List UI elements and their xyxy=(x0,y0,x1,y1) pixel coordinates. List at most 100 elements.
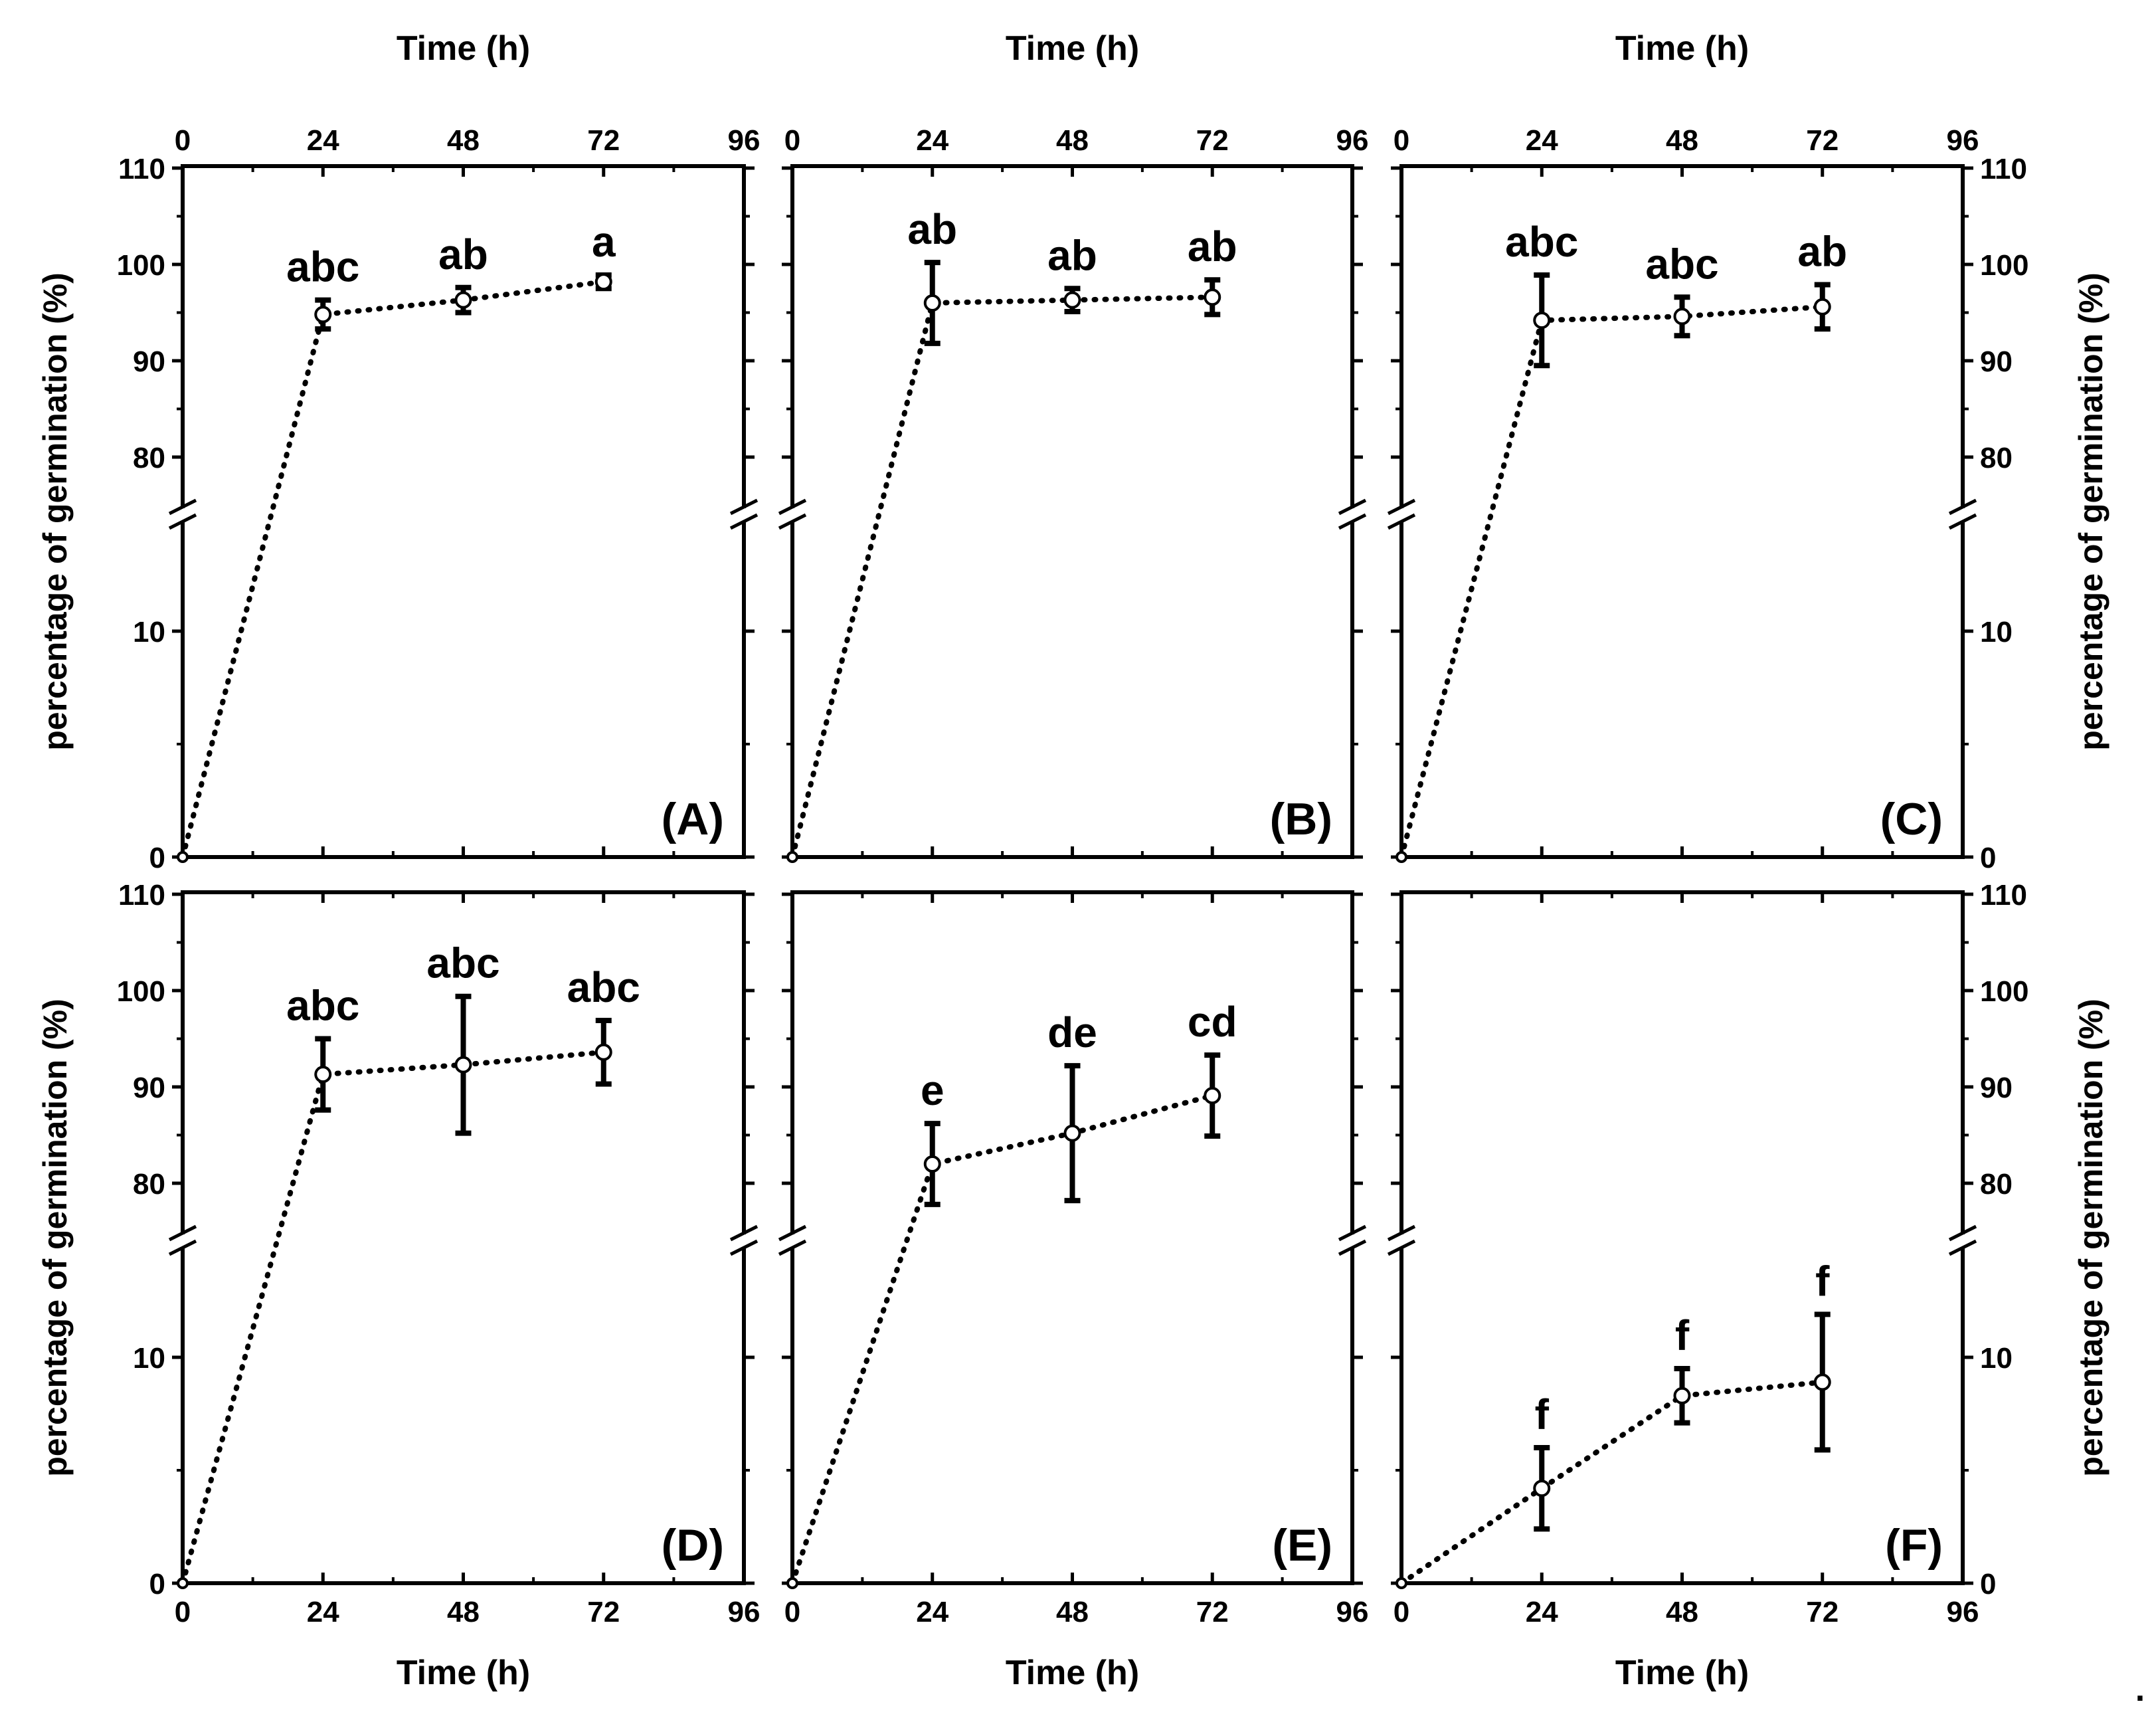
y-tick-label: 110 xyxy=(118,153,165,185)
x-axis-title-bottom: Time (h) xyxy=(397,1654,530,1692)
x-tick-label: 72 xyxy=(1806,124,1839,157)
y-tick-label: 110 xyxy=(1980,879,2027,912)
series-line xyxy=(792,1096,1212,1583)
y-axis-title-left: percentage of germination (%) xyxy=(37,272,74,751)
y-tick-label: 80 xyxy=(1980,442,2013,474)
data-point xyxy=(1534,313,1549,328)
y-axis-title-right: percentage of germination (%) xyxy=(2072,999,2110,1477)
data-point xyxy=(1205,290,1219,304)
data-point xyxy=(1675,309,1690,324)
series-line xyxy=(183,282,604,857)
significance-label: ab xyxy=(1188,223,1237,270)
x-tick-label: 72 xyxy=(1196,1596,1229,1628)
y-tick-label: 10 xyxy=(133,616,165,648)
x-axis-title-bottom: Time (h) xyxy=(1615,1654,1749,1692)
y-tick-label: 90 xyxy=(1980,345,2013,378)
x-axis-title-top: Time (h) xyxy=(397,29,530,68)
y-tick-label: 80 xyxy=(133,1168,165,1201)
significance-label: abc xyxy=(1505,218,1578,266)
y-tick-label: 110 xyxy=(118,879,165,912)
significance-label: ab xyxy=(1047,231,1097,279)
data-point xyxy=(925,1157,940,1171)
x-tick-label: 72 xyxy=(587,1596,620,1628)
x-tick-label: 0 xyxy=(175,124,191,157)
x-tick-label: 96 xyxy=(728,1596,761,1628)
x-tick-label: 24 xyxy=(307,124,339,157)
panel-label: (B) xyxy=(1270,794,1332,844)
y-tick-label: 0 xyxy=(149,842,165,874)
series-line xyxy=(1401,307,1823,857)
x-tick-label: 24 xyxy=(307,1596,339,1628)
data-point xyxy=(1397,1579,1406,1588)
significance-label: de xyxy=(1047,1009,1097,1056)
data-point xyxy=(596,1045,611,1060)
x-tick-label: 96 xyxy=(1947,124,1979,157)
y-tick-label: 100 xyxy=(1980,249,2028,282)
data-point xyxy=(1065,293,1080,308)
germination-figure: 0 24 48 72 961101009080100Time (h)percentage… xyxy=(0,0,2156,1736)
x-tick-label: 0 xyxy=(784,124,800,157)
y-tick-label: 10 xyxy=(1980,616,2013,648)
x-tick-label: 48 xyxy=(1056,124,1089,157)
significance-label: abc xyxy=(286,982,359,1030)
series-line xyxy=(792,297,1212,857)
y-tick-label: 90 xyxy=(133,1072,165,1104)
significance-label: ab xyxy=(907,205,957,253)
x-tick-label: 24 xyxy=(916,124,948,157)
x-tick-label: 96 xyxy=(1947,1596,1979,1628)
y-tick-label: 10 xyxy=(133,1342,165,1375)
x-tick-label: 24 xyxy=(916,1596,948,1628)
x-axis-title-bottom: Time (h) xyxy=(1006,1654,1139,1692)
panel-label: (E) xyxy=(1272,1520,1332,1571)
x-tick-label: 0 xyxy=(175,1596,191,1628)
y-tick-label: 80 xyxy=(1980,1168,2013,1201)
significance-label: ab xyxy=(1797,227,1847,275)
y-tick-label: 0 xyxy=(1980,1568,1996,1600)
x-tick-label: 48 xyxy=(1666,124,1698,157)
x-tick-label: 48 xyxy=(1056,1596,1089,1628)
y-tick-label: 0 xyxy=(1980,842,1996,874)
significance-label: e xyxy=(921,1066,944,1114)
data-point xyxy=(178,852,187,862)
y-tick-label: 0 xyxy=(149,1568,165,1600)
x-tick-label: 96 xyxy=(1336,1596,1369,1628)
significance-label: cd xyxy=(1188,998,1237,1046)
data-point xyxy=(315,307,330,322)
x-tick-label: 48 xyxy=(1666,1596,1698,1628)
x-tick-label: 48 xyxy=(447,124,480,157)
significance-label: abc xyxy=(1645,240,1718,288)
data-point xyxy=(1675,1389,1690,1403)
y-tick-label: 10 xyxy=(1980,1342,2013,1375)
significance-label: f xyxy=(1675,1311,1690,1359)
data-point xyxy=(1815,300,1830,314)
y-axis-title-left: percentage of germination (%) xyxy=(37,999,74,1477)
significance-label: ab xyxy=(438,231,488,278)
data-point xyxy=(925,296,940,310)
significance-label: abc xyxy=(567,963,640,1011)
data-point xyxy=(1534,1481,1549,1495)
panel-frame xyxy=(1401,892,1963,1583)
x-tick-label: 24 xyxy=(1526,1596,1558,1628)
significance-label: abc xyxy=(426,939,499,987)
y-tick-label: 90 xyxy=(133,345,165,378)
data-point xyxy=(1815,1375,1830,1389)
x-tick-label: 24 xyxy=(1526,124,1558,157)
y-tick-label: 100 xyxy=(117,249,165,282)
significance-label: a xyxy=(592,218,616,266)
panel-label: (A) xyxy=(662,794,724,844)
series-line xyxy=(1401,1382,1823,1583)
y-tick-label: 80 xyxy=(133,442,165,474)
panel-label: (C) xyxy=(1880,794,1943,844)
data-point xyxy=(1205,1088,1219,1103)
data-point xyxy=(596,274,611,289)
x-axis-title-top: Time (h) xyxy=(1615,29,1749,68)
panel-frame xyxy=(792,892,1352,1583)
x-tick-label: 72 xyxy=(587,124,620,157)
panel-label: (F) xyxy=(1885,1520,1943,1571)
x-tick-label: 96 xyxy=(1336,124,1369,157)
data-point xyxy=(1397,852,1406,862)
panel-label: (D) xyxy=(662,1520,724,1571)
trailing-mark: . xyxy=(2135,1670,2145,1709)
y-tick-label: 90 xyxy=(1980,1072,2013,1104)
y-tick-label: 100 xyxy=(1980,975,2028,1008)
